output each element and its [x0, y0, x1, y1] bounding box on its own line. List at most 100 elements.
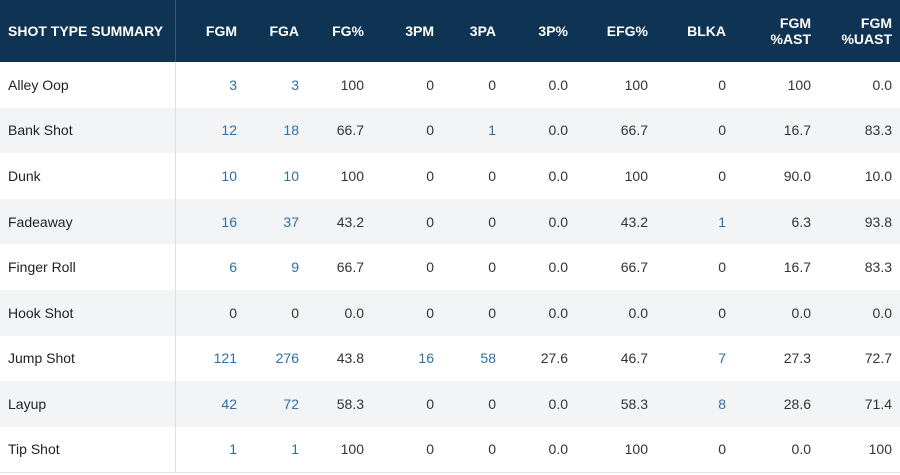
- cell-3pa: 0: [488, 304, 496, 321]
- cell-link-fgm[interactable]: 3: [229, 76, 237, 93]
- cell-link-fga[interactable]: 276: [275, 350, 299, 367]
- column-header-3p-pct[interactable]: 3P%: [538, 23, 568, 39]
- cell-3p-pct: 0.0: [548, 395, 568, 412]
- column-header-3pa[interactable]: 3PA: [469, 23, 496, 39]
- cell-3pm: 0: [426, 213, 434, 230]
- cell-link-blka[interactable]: 7: [718, 350, 726, 367]
- row-label-shot-type: Fadeaway: [0, 198, 176, 245]
- row-label-shot-type: Finger Roll: [0, 244, 176, 290]
- cell-fg-pct: 100: [307, 426, 372, 473]
- cell-fg-pct: 0.0: [344, 304, 364, 321]
- cell-fg-pct: 100: [340, 167, 364, 184]
- cell-3p-pct: 0.0: [548, 213, 568, 230]
- cell-fgm-pct-uast: 93.8: [864, 213, 892, 230]
- cell-fg-pct: 66.7: [336, 259, 364, 276]
- cell-fgm-pct-uast: 100: [819, 426, 900, 473]
- cell-efg-pct: 66.7: [620, 122, 648, 139]
- column-header-fga[interactable]: FGA: [269, 23, 299, 39]
- column-header-3pm[interactable]: 3PM: [405, 23, 434, 39]
- cell-link-fgm[interactable]: 1: [175, 426, 245, 473]
- cell-fgm-pct-ast: 16.7: [783, 122, 811, 139]
- table-row: Finger Roll 6 9 66.7 0 0 0.0 66.7 0 16.7 83.3: [0, 244, 900, 290]
- row-label-shot-type: Tip Shot: [0, 426, 176, 473]
- cell-fgm-pct-ast: 0.0: [791, 304, 811, 321]
- cell-3pa: 0: [488, 76, 496, 93]
- cell-efg-pct: 66.7: [620, 259, 648, 276]
- column-header-blka[interactable]: BLKA: [687, 23, 726, 39]
- column-header-fgm-pct-ast[interactable]: FGM %AST: [770, 15, 811, 47]
- cell-3pm: 0: [426, 76, 434, 93]
- cell-link-fga[interactable]: 9: [291, 259, 299, 276]
- cell-link-fga[interactable]: 18: [283, 122, 299, 139]
- cell-fgm-pct-uast: 71.4: [864, 395, 892, 412]
- cell-link-3pm[interactable]: 16: [418, 350, 434, 367]
- table-header-row: SHOT TYPE SUMMARY FGM FGA FG% 3PM 3PA 3P…: [0, 0, 900, 62]
- cell-link-fga[interactable]: 1: [245, 426, 307, 473]
- cell-link-fgm[interactable]: 10: [221, 167, 237, 184]
- cell-3p-pct: 0.0: [548, 259, 568, 276]
- cell-blka: 0: [718, 76, 726, 93]
- cell-fgm-pct-uast: 0.0: [872, 304, 892, 321]
- cell-3p-pct: 0.0: [548, 76, 568, 93]
- cell-3pa: 0: [488, 259, 496, 276]
- cell-fg-pct: 43.8: [336, 350, 364, 367]
- column-header-efg-pct[interactable]: EFG%: [606, 23, 648, 39]
- cell-fga: 0: [291, 304, 299, 321]
- table-row: Bank Shot 12 18 66.7 0 1 0.0 66.7 0 16.7 83.3: [0, 107, 900, 154]
- cell-link-fgm[interactable]: 16: [221, 213, 237, 230]
- row-label-shot-type: Layup: [0, 381, 176, 427]
- cell-efg-pct: 100: [576, 426, 656, 473]
- column-header-shot-type[interactable]: SHOT TYPE SUMMARY: [0, 0, 176, 62]
- column-header-fgm-pct-uast[interactable]: FGM %UAST: [841, 15, 892, 47]
- cell-link-3pa[interactable]: 58: [480, 350, 496, 367]
- cell-link-fga[interactable]: 37: [283, 213, 299, 230]
- table-row: Tip Shot 1 1 100 0 0 0.0 100 0 0.0 100: [0, 426, 900, 473]
- cell-fgm-pct-ast: 90.0: [783, 167, 811, 184]
- cell-blka: 0: [656, 426, 734, 473]
- cell-fg-pct: 100: [340, 76, 364, 93]
- cell-3p-pct: 0.0: [548, 304, 568, 321]
- cell-link-blka[interactable]: 8: [718, 395, 726, 412]
- cell-blka: 0: [718, 259, 726, 276]
- cell-fg-pct: 66.7: [336, 122, 364, 139]
- cell-link-fgm[interactable]: 12: [221, 122, 237, 139]
- table-row: Hook Shot 0 0 0.0 0 0 0.0 0.0 0 0.0 0.0: [0, 289, 900, 336]
- cell-3pa: 0: [488, 395, 496, 412]
- cell-3pm: 0: [426, 304, 434, 321]
- cell-fgm-pct-uast: 72.7: [864, 350, 892, 367]
- cell-link-fga[interactable]: 72: [283, 395, 299, 412]
- cell-3pm: 0: [426, 167, 434, 184]
- table-row: Layup 42 72 58.3 0 0 0.0 58.3 8 28.6 71.4: [0, 381, 900, 427]
- row-label-shot-type: Jump Shot: [0, 335, 176, 382]
- cell-fg-pct: 58.3: [336, 395, 364, 412]
- cell-link-3pa[interactable]: 1: [488, 122, 496, 139]
- cell-fgm-pct-ast: 27.3: [783, 350, 811, 367]
- cell-link-fgm[interactable]: 6: [229, 259, 237, 276]
- table-body: Alley Oop 3 3 100 0 0 0.0 100 0 100 0.0 Bank Shot 12…: [0, 62, 900, 473]
- cell-3pa: 0: [488, 213, 496, 230]
- cell-efg-pct: 0.0: [628, 304, 648, 321]
- cell-fgm-pct-uast: 0.0: [872, 76, 892, 93]
- cell-efg-pct: 46.7: [620, 350, 648, 367]
- cell-link-fgm[interactable]: 42: [221, 395, 237, 412]
- cell-3pm: 0: [426, 395, 434, 412]
- cell-fgm-pct-uast: 10.0: [864, 167, 892, 184]
- column-header-fgm[interactable]: FGM: [205, 23, 237, 39]
- cell-3pm: 0: [372, 426, 442, 473]
- cell-link-blka[interactable]: 1: [718, 213, 726, 230]
- row-label-shot-type: Alley Oop: [0, 62, 176, 108]
- cell-efg-pct: 58.3: [620, 395, 648, 412]
- cell-fgm-pct-uast: 83.3: [864, 259, 892, 276]
- cell-blka: 0: [718, 167, 726, 184]
- cell-fgm-pct-ast: 6.3: [791, 213, 811, 230]
- cell-fgm-pct-ast: 100: [787, 76, 811, 93]
- column-header-fg-pct[interactable]: FG%: [332, 23, 364, 39]
- row-label-shot-type: Bank Shot: [0, 107, 176, 154]
- table-row: Jump Shot 121 276 43.8 16 58 27.6 46.7 7 27.3 72.7: [0, 335, 900, 382]
- cell-link-fga[interactable]: 10: [283, 167, 299, 184]
- cell-blka: 0: [718, 304, 726, 321]
- cell-link-fga[interactable]: 3: [291, 76, 299, 93]
- cell-link-fgm[interactable]: 121: [213, 350, 237, 367]
- row-label-shot-type: Hook Shot: [0, 289, 176, 336]
